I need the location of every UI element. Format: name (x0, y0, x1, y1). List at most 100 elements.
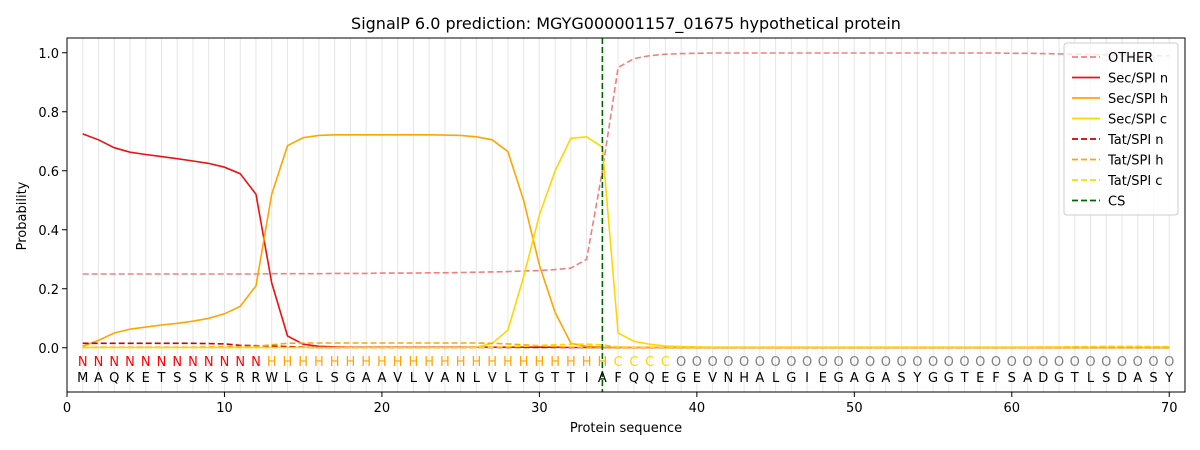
region-label: H (424, 355, 434, 370)
region-label: H (361, 355, 371, 370)
residue-letter: S (220, 371, 228, 386)
region-label: N (109, 355, 119, 370)
region-label: N (157, 355, 167, 370)
region-label: O (833, 355, 843, 370)
region-label: H (472, 355, 482, 370)
region-label: O (1117, 355, 1127, 370)
residue-letter: V (425, 371, 434, 386)
series-sec-spi-h (82, 134, 1170, 349)
region-label: N (172, 355, 182, 370)
region-label: H (503, 355, 513, 370)
region-label: H (283, 355, 293, 370)
region-label: O (912, 355, 922, 370)
legend: OTHER Sec/SPI n Sec/SPI h Sec/SPI c Tat/SPI … (1063, 42, 1179, 216)
legend-label: Tat/SPI c (1107, 174, 1162, 189)
region-label: H (566, 355, 576, 370)
x-tick-label: 30 (531, 401, 548, 416)
region-label: H (519, 355, 529, 370)
region-label: N (251, 355, 261, 370)
region-label: C (661, 355, 670, 370)
residue-letter: L (315, 371, 323, 386)
region-label: O (818, 355, 828, 370)
residue-letter: D (1117, 371, 1127, 386)
y-tick-label: 0.8 (38, 106, 59, 121)
region-label: O (1022, 355, 1032, 370)
region-label: O (959, 355, 969, 370)
residue-letter: L (772, 371, 780, 386)
residue-letter: A (1133, 371, 1142, 386)
legend-label: Sec/SPI h (1108, 92, 1168, 107)
residue-letter: G (298, 371, 308, 386)
residue-letter: I (805, 371, 809, 386)
series-sec-spi-n (82, 133, 1170, 349)
region-label: N (125, 355, 135, 370)
region-label: N (188, 355, 198, 370)
region-label: O (739, 355, 749, 370)
region-label: O (881, 355, 891, 370)
region-label: O (975, 355, 985, 370)
x-tick-label: 20 (374, 401, 391, 416)
region-label: O (1054, 355, 1064, 370)
residue-letter: E (819, 371, 827, 386)
residue-letter: T (566, 371, 575, 386)
residue-letter: A (850, 371, 859, 386)
region-label: H (377, 355, 387, 370)
residue-letter: E (976, 371, 984, 386)
residue-letter: L (1087, 371, 1095, 386)
grid-layer (82, 38, 1170, 392)
region-label: O (676, 355, 686, 370)
residue-letter: A (377, 371, 386, 386)
region-label: O (849, 355, 859, 370)
region-label: N (220, 355, 230, 370)
residue-letter: G (345, 371, 355, 386)
chart-title: SignalP 6.0 prediction: MGYG000001157_01… (351, 14, 901, 34)
region-label: O (692, 355, 702, 370)
region-label: O (1070, 355, 1080, 370)
residue-letter: A (755, 371, 764, 386)
y-tick-label: 0.2 (38, 283, 59, 298)
y-tick-label: 0.4 (38, 224, 59, 239)
legend-label: OTHER (1108, 51, 1153, 66)
residue-letter: A (881, 371, 890, 386)
residue-letter: T (1070, 371, 1079, 386)
residue-letter: I (585, 371, 589, 386)
residue-letter: S (331, 371, 339, 386)
residue-letter: R (251, 371, 260, 386)
residue-letter: D (1038, 371, 1048, 386)
region-label: C (629, 355, 638, 370)
x-tick-label: 40 (689, 401, 706, 416)
region-label: O (1007, 355, 1017, 370)
axes-layer: 0 10 20 30 40 50 60 70 0.0 0.2 0.4 0.6 0.8 1.0 (38, 47, 1177, 416)
legend-label: CS (1108, 195, 1125, 210)
residue-letter: T (519, 371, 528, 386)
region-label: O (755, 355, 765, 370)
residue-letter: A (440, 371, 449, 386)
legend-label: Sec/SPI n (1108, 72, 1168, 87)
residue-letter: A (1023, 371, 1032, 386)
residue-letter: S (1149, 371, 1157, 386)
sequence-layer: NMNANQNKNENTNSNSNKNSNRNRHWHLHGHLHSHGHAHA… (77, 355, 1174, 386)
region-label: O (1164, 355, 1174, 370)
residue-letter: V (708, 371, 717, 386)
region-label: O (1148, 355, 1158, 370)
residue-letter: Y (1164, 371, 1173, 386)
legend-label: Sec/SPI c (1108, 113, 1167, 128)
region-label: O (944, 355, 954, 370)
series-other (82, 52, 1170, 275)
residue-letter: G (534, 371, 544, 386)
residue-letter: G (786, 371, 796, 386)
residue-letter: V (488, 371, 497, 386)
residue-letter: L (410, 371, 418, 386)
region-label: H (582, 355, 592, 370)
x-tick-label: 60 (1004, 401, 1021, 416)
residue-letter: L (284, 371, 292, 386)
legend-box (1063, 42, 1179, 216)
region-label: H (330, 355, 340, 370)
residue-letter: Q (109, 371, 119, 386)
region-label: N (204, 355, 214, 370)
residue-letter: Q (629, 371, 639, 386)
region-label: H (550, 355, 560, 370)
residue-letter: W (265, 371, 278, 386)
residue-letter: F (992, 371, 999, 386)
